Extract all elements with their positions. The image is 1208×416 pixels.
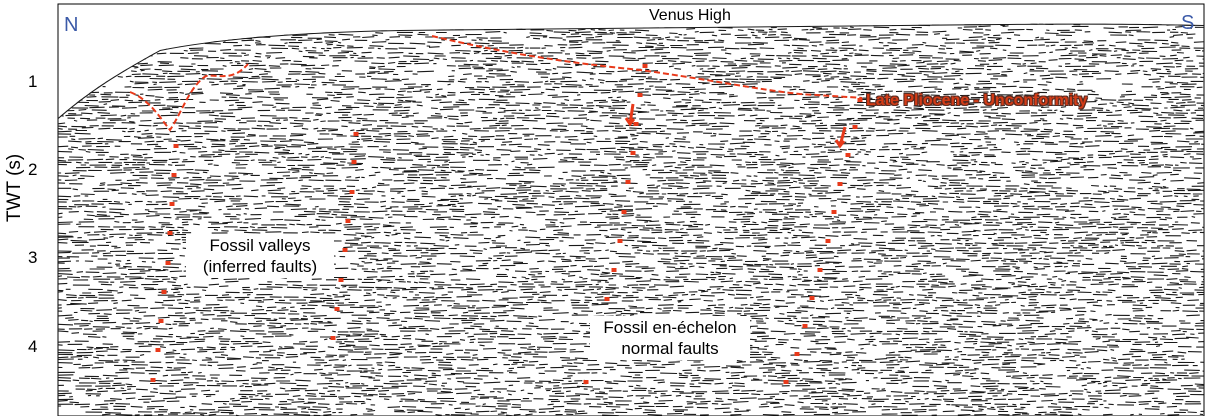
fault-throw-arrow-2: [834, 126, 847, 149]
valley-horizon: [129, 63, 249, 132]
fossil-valleys-line1: Fossil valleys: [209, 236, 311, 255]
fault-dot: [150, 378, 156, 382]
fault-line-2: [330, 132, 359, 340]
fault-dot: [345, 219, 351, 223]
fault-dot: [630, 151, 636, 155]
fault-dot: [845, 153, 851, 157]
venus-high-label: Venus High: [646, 5, 734, 26]
fault-dot: [349, 190, 355, 194]
fault-dot: [802, 324, 808, 328]
fault-dot: [852, 125, 858, 129]
fault-dot: [817, 268, 823, 272]
fault-dot: [604, 297, 610, 301]
fault-dot: [637, 93, 643, 97]
fault-line-1: [150, 144, 179, 382]
unconformity-label: Late Pliocene - Unconformity: [866, 92, 1088, 109]
fault-dot: [161, 290, 167, 294]
fault-dot: [583, 380, 589, 384]
en-echelon-line2: normal faults: [621, 339, 719, 358]
fault-dot: [611, 268, 617, 272]
fault-dot: [783, 380, 789, 384]
fault-dot: [330, 336, 336, 340]
fault-dot: [171, 173, 177, 177]
fault-dot: [338, 278, 344, 282]
fault-line-4: [783, 98, 863, 384]
fault-dot: [825, 239, 831, 243]
fault-dot: [353, 132, 359, 136]
fault-dot: [158, 319, 164, 323]
fault-throw-arrow-1: [624, 103, 636, 127]
en-echelon-line1: Fossil en-échelon: [603, 318, 737, 337]
fault-dot: [621, 210, 627, 214]
fossil-valleys-label: Fossil valleys (inferred faults): [186, 234, 334, 278]
fault-dot: [617, 239, 623, 243]
fault-dot: [165, 261, 171, 265]
en-echelon-label: Fossil en-échelon normal faults: [590, 316, 750, 360]
fault-dot: [173, 144, 179, 148]
fossil-valleys-line2: (inferred faults): [202, 257, 318, 276]
fault-dot: [809, 296, 815, 300]
interpretation-overlay: [129, 35, 863, 384]
fault-dot: [155, 348, 161, 352]
y-tick-1: 1: [28, 72, 38, 91]
fault-dot: [167, 231, 173, 235]
y-axis-title: TWT (s): [4, 153, 25, 222]
fault-dot: [642, 64, 648, 68]
fault-dot: [169, 202, 175, 206]
reflector-strokes: [58, 23, 1204, 416]
north-label: N: [64, 14, 79, 36]
unconformity-horizon: [431, 35, 863, 99]
fault-dot: [342, 248, 348, 252]
fault-dot: [334, 307, 340, 311]
y-tick-3: 3: [28, 248, 38, 267]
south-label: S: [1181, 12, 1195, 34]
fault-dot: [625, 180, 631, 184]
fault-dot: [794, 352, 800, 356]
fault-dot: [351, 160, 357, 164]
y-tick-4: 4: [28, 337, 38, 356]
y-tick-2: 2: [28, 160, 38, 179]
fault-dot: [857, 98, 863, 102]
fault-dot: [837, 182, 843, 186]
fault-dot: [633, 122, 639, 126]
fault-dot: [831, 210, 837, 214]
